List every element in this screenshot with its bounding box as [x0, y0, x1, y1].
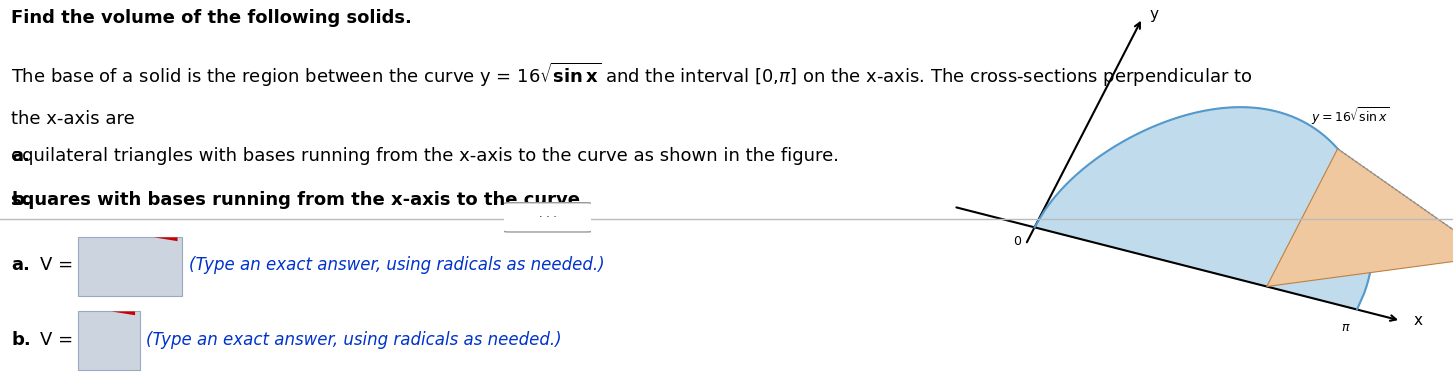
Polygon shape: [1035, 107, 1373, 310]
Text: Find the volume of the following solids.: Find the volume of the following solids.: [12, 9, 413, 27]
Text: The base of a solid is the region between the curve y = 16$\sqrt{\mathbf{sin\,x}: The base of a solid is the region betwee…: [12, 61, 1252, 90]
Text: the x-axis are: the x-axis are: [12, 110, 135, 128]
Text: V =: V =: [39, 331, 73, 349]
FancyBboxPatch shape: [78, 237, 182, 296]
Text: equilateral triangles with bases running from the x-axis to the curve as shown i: equilateral triangles with bases running…: [12, 147, 838, 165]
FancyBboxPatch shape: [78, 311, 139, 370]
Text: y: y: [1149, 7, 1158, 22]
Text: a.: a.: [12, 256, 31, 274]
Text: · · ·: · · ·: [539, 212, 556, 222]
Text: x: x: [1414, 313, 1422, 328]
Text: squares with bases running from the x-axis to the curve.: squares with bases running from the x-ax…: [12, 191, 587, 209]
Text: (Type an exact answer, using radicals as needed.): (Type an exact answer, using radicals as…: [189, 256, 604, 274]
Text: (Type an exact answer, using radicals as needed.): (Type an exact answer, using radicals as…: [147, 331, 562, 349]
Text: 0: 0: [1013, 235, 1021, 248]
Text: $\pi$: $\pi$: [1341, 321, 1350, 335]
Text: b.: b.: [12, 191, 31, 209]
Text: V =: V =: [39, 256, 73, 274]
Text: $y = 16\sqrt{\sin x}$: $y = 16\sqrt{\sin x}$: [1311, 106, 1391, 127]
Polygon shape: [154, 237, 177, 241]
Polygon shape: [112, 311, 135, 315]
Text: b.: b.: [12, 331, 31, 349]
Polygon shape: [1267, 149, 1453, 287]
Text: a.: a.: [12, 147, 31, 165]
FancyBboxPatch shape: [501, 203, 594, 232]
